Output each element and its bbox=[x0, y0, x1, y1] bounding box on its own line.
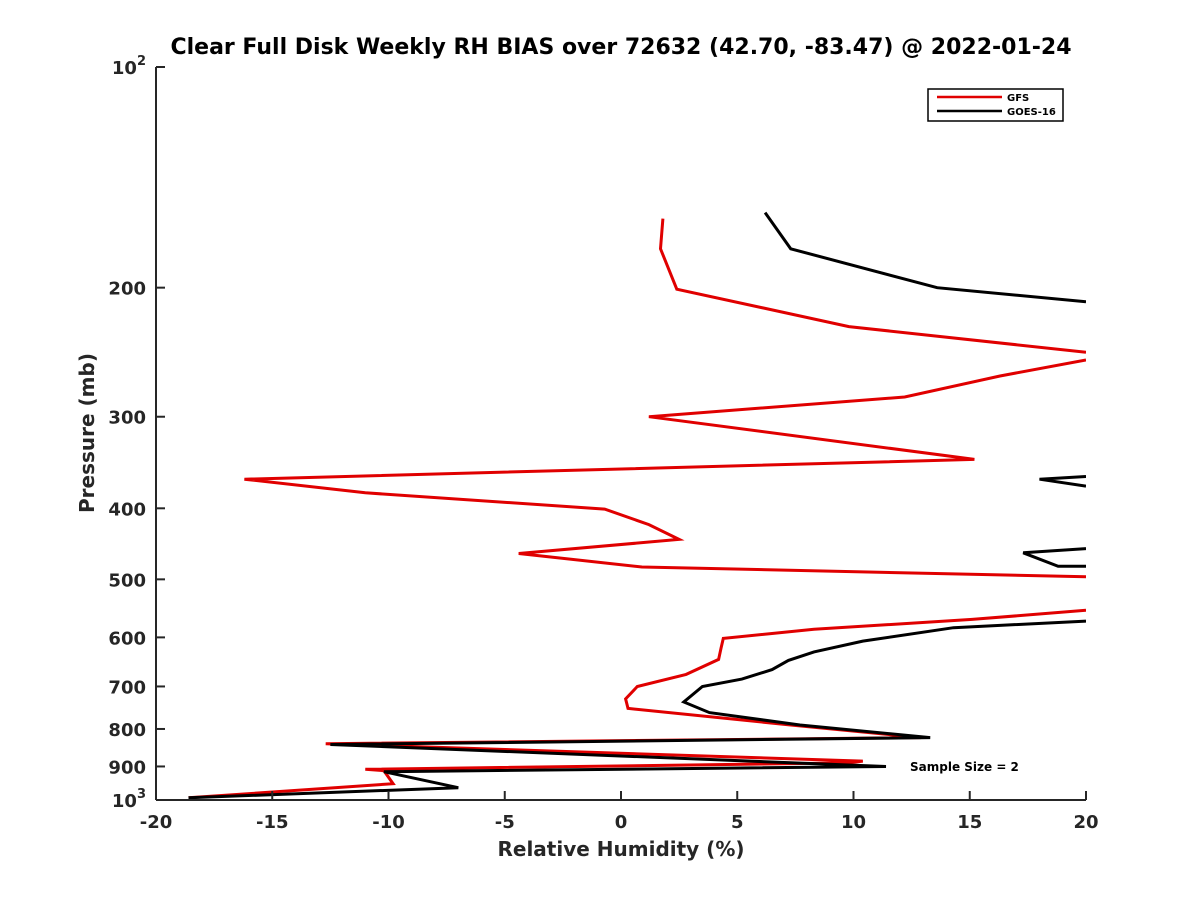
series-line-gfs-seg-1 bbox=[244, 358, 1086, 579]
sample-size-annotation: Sample Size = 2 bbox=[910, 760, 1019, 774]
y-axis-label: Pressure (mb) bbox=[75, 353, 99, 513]
series-line-goes-16-seg-0 bbox=[763, 211, 1086, 304]
y-tick-label: 103 bbox=[112, 787, 146, 812]
y-tick-label: 600 bbox=[108, 628, 146, 649]
series-line-gfs-seg-2 bbox=[188, 608, 1086, 800]
series-line-goes-16-seg-1 bbox=[1039, 475, 1086, 488]
series-line-gfs-seg-0 bbox=[658, 218, 1086, 354]
y-tick-label: 500 bbox=[108, 570, 146, 591]
x-tick-label: 15 bbox=[957, 812, 982, 833]
y-tick-label: 102 bbox=[112, 54, 146, 79]
y-tick-label: 900 bbox=[108, 757, 146, 778]
x-tick-label: 20 bbox=[1073, 812, 1098, 833]
x-tick-label: 10 bbox=[841, 812, 866, 833]
series-line-goes-16-seg-3 bbox=[188, 619, 1086, 800]
legend: GFS GOES-16 bbox=[927, 88, 1064, 122]
legend-box bbox=[927, 88, 1064, 122]
y-tick-label: 800 bbox=[108, 720, 146, 741]
x-tick-label: -15 bbox=[256, 812, 289, 833]
x-tick-label: 5 bbox=[731, 812, 744, 833]
y-tick-label: 300 bbox=[108, 408, 146, 429]
chart-title: Clear Full Disk Weekly RH BIAS over 7263… bbox=[170, 35, 1071, 60]
x-tick-label: -5 bbox=[495, 812, 515, 833]
x-axis-label: Relative Humidity (%) bbox=[497, 837, 744, 861]
x-tick-label: 0 bbox=[615, 812, 628, 833]
legend-gfs-label: GFS bbox=[1007, 93, 1029, 104]
y-tick-label: 400 bbox=[108, 499, 146, 520]
legend-goes-label: GOES-16 bbox=[1007, 107, 1056, 118]
axes: -20 -15 -10 -5 0 5 10 15 20 102 200 300 400 500 600 700… bbox=[108, 54, 1098, 833]
x-tick-label: -20 bbox=[140, 812, 173, 833]
x-tick-label: -10 bbox=[372, 812, 405, 833]
y-tick-label: 200 bbox=[108, 279, 146, 300]
series-line-goes-16-seg-2 bbox=[1022, 547, 1086, 568]
y-tick-label: 700 bbox=[108, 677, 146, 698]
plot-area bbox=[188, 211, 1086, 800]
